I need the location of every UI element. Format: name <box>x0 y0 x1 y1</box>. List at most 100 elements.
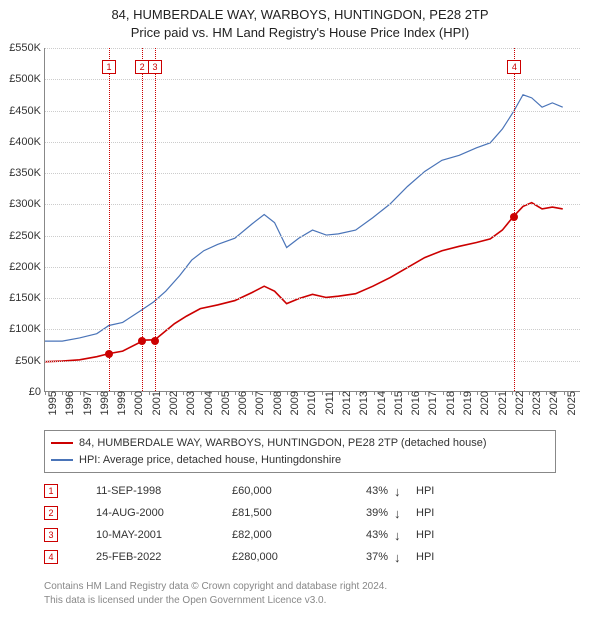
y-axis-label: £350K <box>9 167 45 179</box>
transaction-pct: 43% <box>338 529 388 541</box>
gridline <box>45 204 580 205</box>
marker-label-box: 4 <box>507 60 521 74</box>
marker-label-box: 3 <box>148 60 162 74</box>
marker-point <box>105 350 113 358</box>
x-axis-label: 2000 <box>127 391 145 415</box>
transaction-pct: 39% <box>338 507 388 519</box>
x-axis-label: 2018 <box>439 391 457 415</box>
x-axis-label: 2008 <box>266 391 284 415</box>
x-axis-label: 2021 <box>491 391 509 415</box>
gridline <box>45 48 580 49</box>
x-axis-label: 2020 <box>473 391 491 415</box>
x-axis-label: 2002 <box>162 391 180 415</box>
x-axis-label: 2023 <box>525 391 543 415</box>
transaction-row: 310-MAY-2001£82,00043%↓HPI <box>44 524 456 546</box>
x-axis-label: 2017 <box>421 391 439 415</box>
transaction-date: 25-FEB-2022 <box>96 551 226 563</box>
plot-area: £0£50K£100K£150K£200K£250K£300K£350K£400… <box>44 48 580 392</box>
y-axis-label: £150K <box>9 292 45 304</box>
x-axis-label: 2012 <box>335 391 353 415</box>
marker-point <box>138 337 146 345</box>
y-axis-label: £500K <box>9 73 45 85</box>
transaction-date: 11-SEP-1998 <box>96 485 226 497</box>
y-axis-label: £50K <box>15 355 45 367</box>
transaction-pct: 43% <box>338 485 388 497</box>
marker-point <box>151 337 159 345</box>
transaction-marker-box: 2 <box>44 506 58 520</box>
x-axis-label: 1999 <box>110 391 128 415</box>
series-hpi <box>45 95 563 341</box>
x-axis-label: 1997 <box>76 391 94 415</box>
marker-label-box: 1 <box>102 60 116 74</box>
y-axis-label: £300K <box>9 198 45 210</box>
transaction-marker-box: 4 <box>44 550 58 564</box>
x-axis-label: 2024 <box>542 391 560 415</box>
x-axis-label: 1998 <box>93 391 111 415</box>
chart-title: 84, HUMBERDALE WAY, WARBOYS, HUNTINGDON,… <box>0 0 600 42</box>
marker-point <box>510 213 518 221</box>
transactions-table: 1 11-SEP-1998 £60,000 43% ↓ HPI 2 14-AUG-2000 £8… <box>44 480 456 568</box>
gridline <box>45 361 580 362</box>
transaction-date: 10-MAY-2001 <box>96 529 226 541</box>
gridline <box>45 111 580 112</box>
x-axis-label: 2007 <box>248 391 266 415</box>
transaction-relative-label: HPI <box>416 529 456 541</box>
y-axis-label: £400K <box>9 136 45 148</box>
y-axis-label: £100K <box>9 323 45 335</box>
down-arrow-icon: ↓ <box>394 506 410 521</box>
x-axis-label: 2009 <box>283 391 301 415</box>
legend-label: 84, HUMBERDALE WAY, WARBOYS, HUNTINGDON,… <box>79 435 487 452</box>
transaction-relative-label: HPI <box>416 507 456 519</box>
transaction-price: £81,500 <box>232 507 332 519</box>
series-prop <box>45 203 563 362</box>
legend-swatch <box>51 459 73 461</box>
legend-label: HPI: Average price, detached house, Hunt… <box>79 452 341 469</box>
x-axis-label: 1995 <box>41 391 59 415</box>
chart-container: 84, HUMBERDALE WAY, WARBOYS, HUNTINGDON,… <box>0 0 600 620</box>
x-axis-label: 2013 <box>352 391 370 415</box>
transaction-marker-box: 1 <box>44 484 58 498</box>
footnote: Contains HM Land Registry data © Crown c… <box>44 580 556 607</box>
gridline <box>45 79 580 80</box>
footnote-line-2: This data is licensed under the Open Gov… <box>44 594 556 608</box>
title-line-1: 84, HUMBERDALE WAY, WARBOYS, HUNTINGDON,… <box>0 6 600 24</box>
gridline <box>45 173 580 174</box>
y-axis-label: £550K <box>9 42 45 54</box>
legend: 84, HUMBERDALE WAY, WARBOYS, HUNTINGDON,… <box>44 430 556 473</box>
down-arrow-icon: ↓ <box>394 550 410 565</box>
x-axis-label: 2005 <box>214 391 232 415</box>
x-axis-label: 2011 <box>318 391 336 415</box>
x-axis-label: 2022 <box>508 391 526 415</box>
marker-guide-line <box>109 48 110 391</box>
transaction-row: 2 14-AUG-2000 £81,500 39% ↓ HPI <box>44 502 456 524</box>
x-axis-label: 2014 <box>370 391 388 415</box>
gridline <box>45 267 580 268</box>
transaction-pct: 37% <box>338 551 388 563</box>
x-axis-label: 2006 <box>231 391 249 415</box>
down-arrow-icon: ↓ <box>394 528 410 543</box>
title-line-2: Price paid vs. HM Land Registry's House … <box>0 24 600 42</box>
y-axis-label: £450K <box>9 105 45 117</box>
transaction-date: 14-AUG-2000 <box>96 507 226 519</box>
transaction-relative-label: HPI <box>416 551 456 563</box>
transaction-row: 4 25-FEB-2022 £280,000 37% ↓ HPI <box>44 546 456 568</box>
x-axis-label: 2004 <box>197 391 215 415</box>
gridline <box>45 329 580 330</box>
x-axis-label: 2010 <box>300 391 318 415</box>
y-axis-label: £250K <box>9 230 45 242</box>
x-axis-label: 2019 <box>456 391 474 415</box>
x-axis-label: 2016 <box>404 391 422 415</box>
transaction-row: 1 11-SEP-1998 £60,000 43% ↓ HPI <box>44 480 456 502</box>
gridline <box>45 142 580 143</box>
gridline <box>45 298 580 299</box>
transaction-price: £280,000 <box>232 551 332 563</box>
x-axis-label: 2025 <box>560 391 578 415</box>
x-axis-label: 2001 <box>145 391 163 415</box>
legend-item: 84, HUMBERDALE WAY, WARBOYS, HUNTINGDON,… <box>51 435 549 452</box>
legend-swatch <box>51 442 73 444</box>
transaction-marker-box: 3 <box>44 528 58 542</box>
footnote-line-1: Contains HM Land Registry data © Crown c… <box>44 580 556 594</box>
transaction-relative-label: HPI <box>416 485 456 497</box>
down-arrow-icon: ↓ <box>394 484 410 499</box>
transaction-price: £60,000 <box>232 485 332 497</box>
